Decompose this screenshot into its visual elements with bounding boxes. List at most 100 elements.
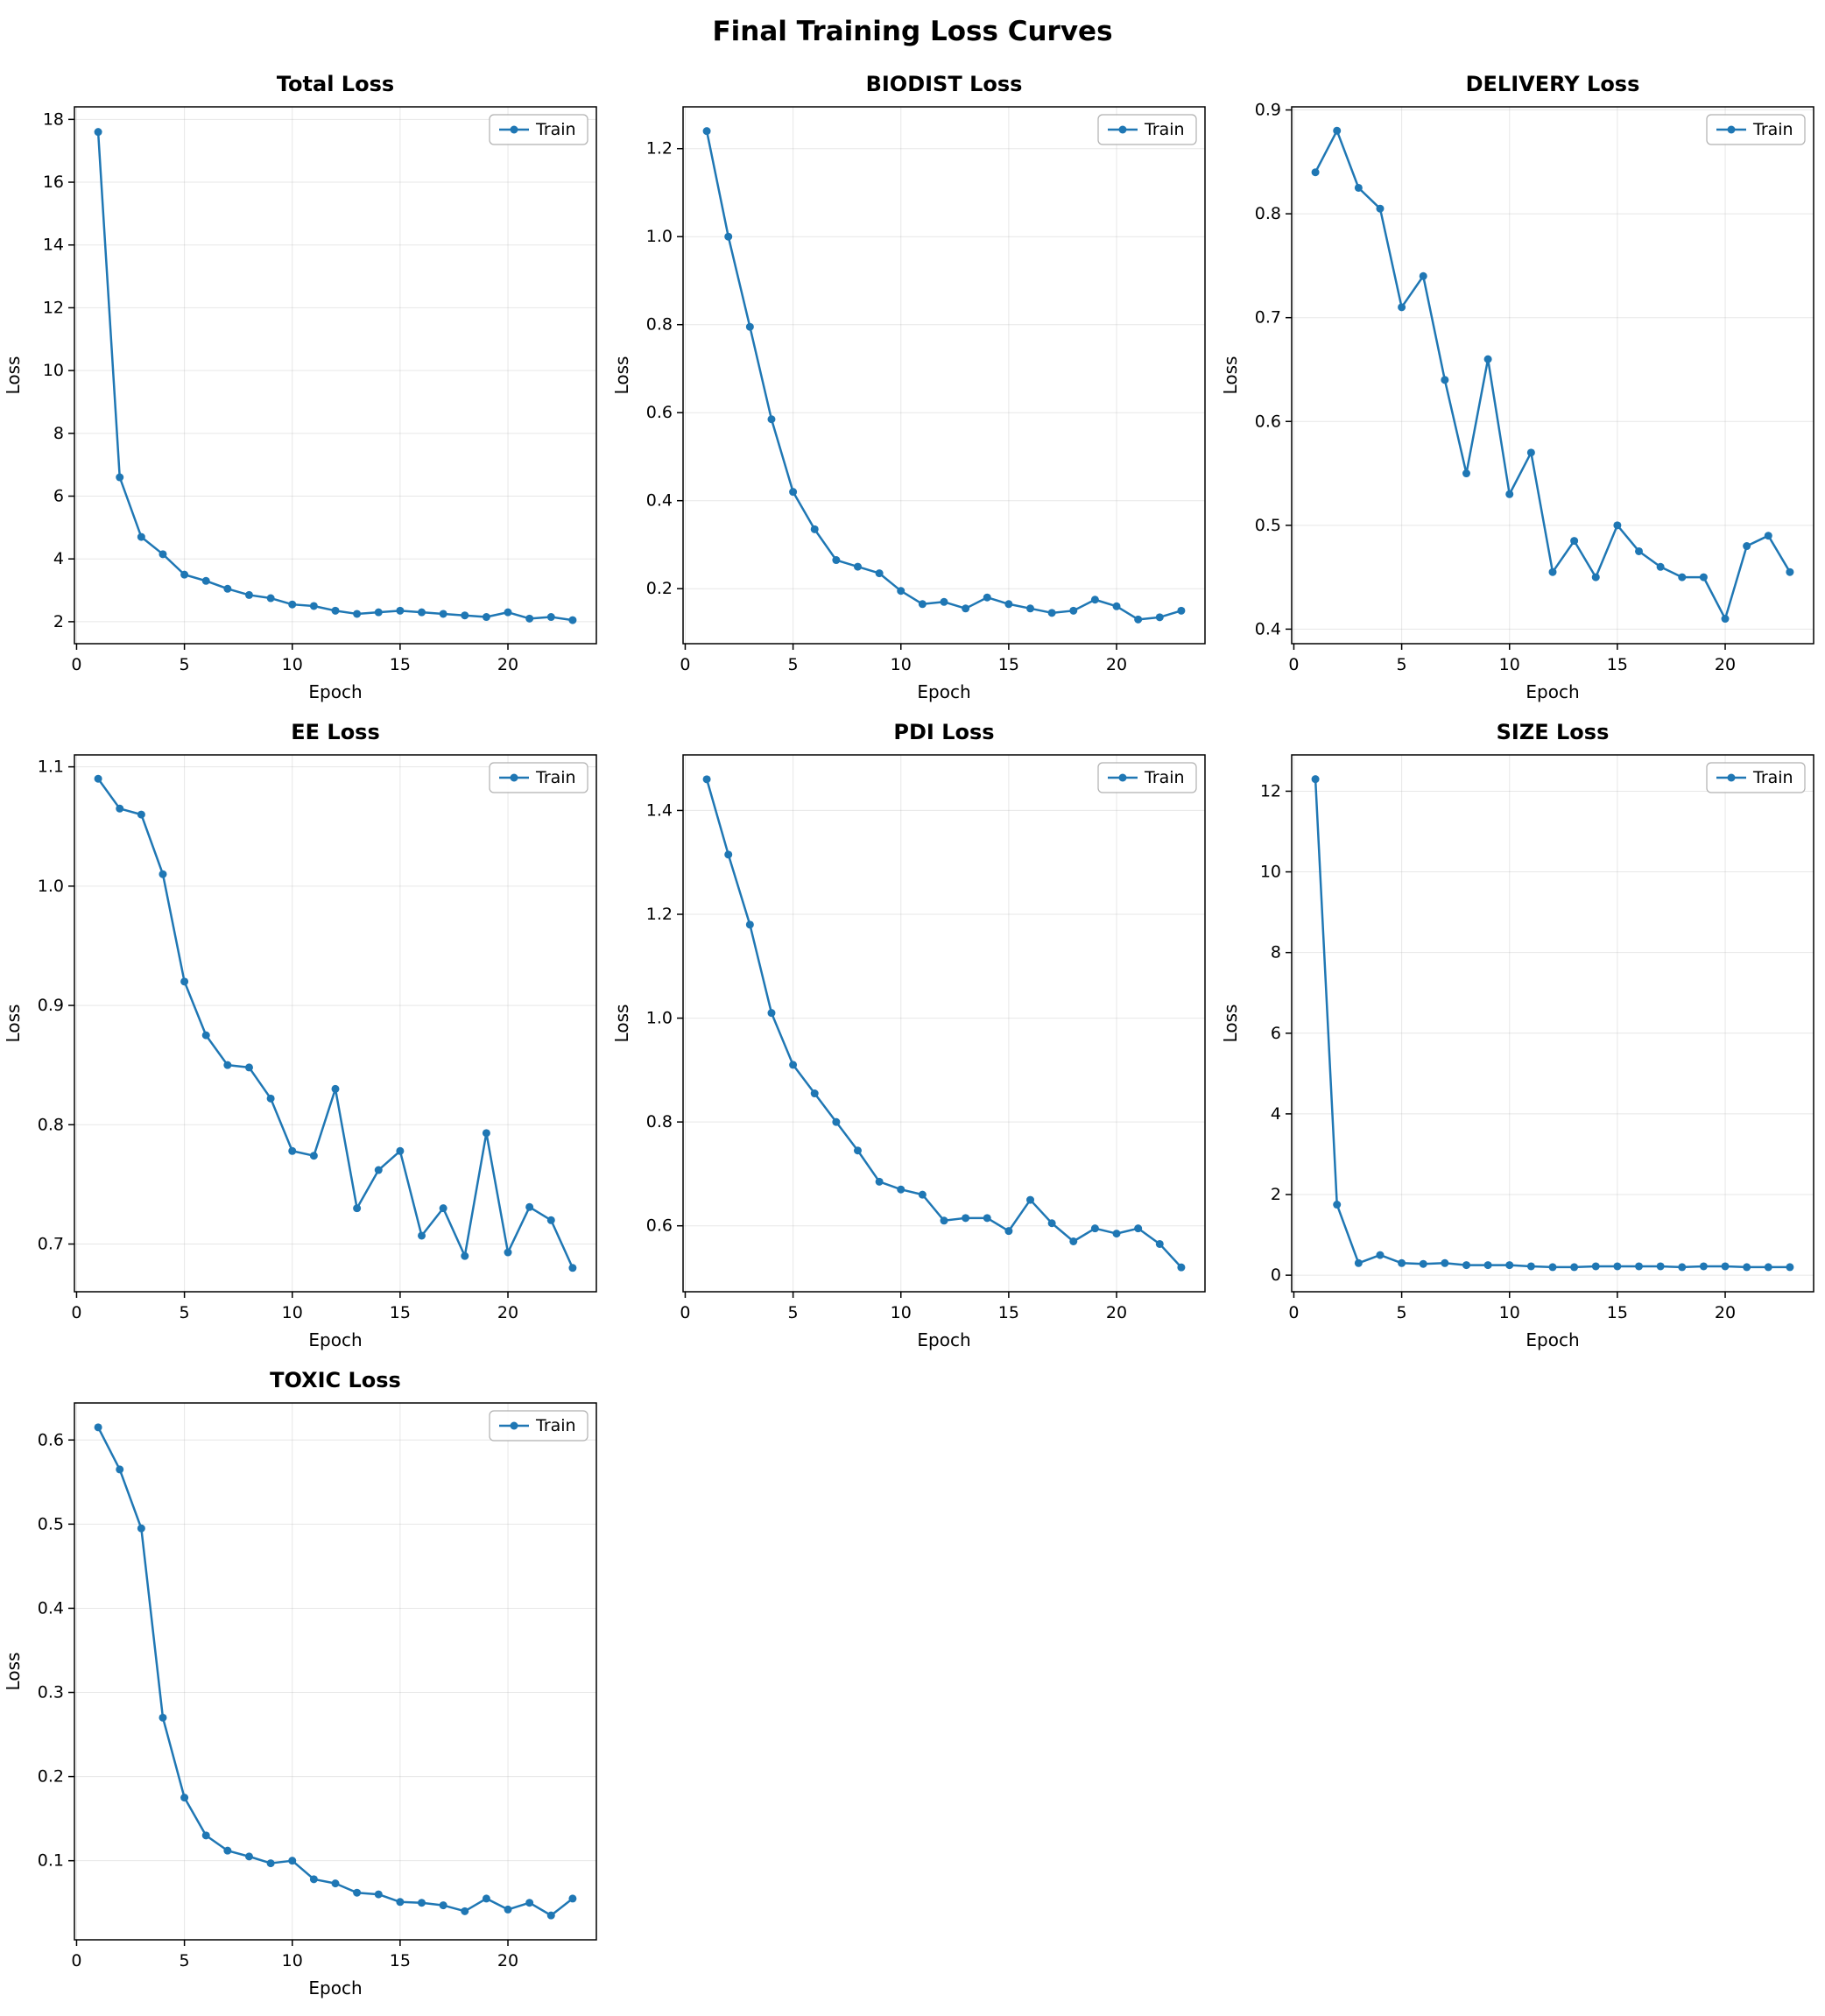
x-tick-label: 10 bbox=[281, 1303, 302, 1322]
data-point bbox=[1526, 448, 1534, 456]
legend: Train bbox=[1098, 115, 1196, 145]
data-point bbox=[482, 1894, 490, 1902]
y-tick-label: 0.5 bbox=[37, 1514, 63, 1533]
y-tick-label: 0.9 bbox=[1254, 101, 1280, 120]
data-point bbox=[180, 977, 188, 985]
data-point bbox=[897, 1186, 905, 1194]
data-point bbox=[568, 1894, 576, 1902]
data-point bbox=[396, 607, 404, 615]
data-point bbox=[1134, 1224, 1142, 1232]
y-axis-label: Loss bbox=[3, 1004, 24, 1043]
data-point bbox=[94, 128, 102, 136]
y-tick-label: 0.4 bbox=[645, 491, 672, 511]
data-point bbox=[418, 1899, 426, 1907]
y-tick-label: 0.6 bbox=[645, 403, 672, 422]
data-point bbox=[1678, 1263, 1686, 1271]
x-tick-label: 15 bbox=[389, 1303, 410, 1322]
y-tick-label: 4 bbox=[53, 549, 63, 568]
data-point bbox=[504, 609, 511, 617]
data-point bbox=[1026, 1196, 1034, 1204]
data-point bbox=[1112, 1230, 1120, 1237]
data-point bbox=[546, 1912, 554, 1920]
y-tick-label: 0.1 bbox=[37, 1851, 63, 1871]
legend-marker bbox=[510, 126, 518, 134]
data-point bbox=[1570, 537, 1578, 545]
data-point bbox=[1548, 568, 1556, 576]
x-axis-label: Epoch bbox=[308, 681, 362, 702]
legend: Train bbox=[1098, 763, 1196, 793]
y-tick-label: 1.1 bbox=[37, 758, 63, 777]
data-point bbox=[897, 587, 905, 595]
y-tick-label: 0.2 bbox=[645, 579, 672, 598]
x-axis-label: Epoch bbox=[1526, 1329, 1579, 1350]
data-point bbox=[1069, 607, 1077, 615]
y-axis-label: Loss bbox=[3, 356, 24, 395]
data-point bbox=[1570, 1263, 1578, 1271]
y-tick-label: 0.6 bbox=[37, 1430, 63, 1449]
data-point bbox=[266, 1859, 274, 1867]
data-point bbox=[201, 1032, 209, 1040]
data-point bbox=[1462, 1261, 1469, 1269]
data-point bbox=[1354, 184, 1362, 192]
x-tick-label: 0 bbox=[71, 655, 81, 674]
x-tick-label: 0 bbox=[1288, 1303, 1299, 1322]
data-point bbox=[1591, 1262, 1599, 1270]
data-point bbox=[1004, 1227, 1012, 1235]
x-tick-label: 15 bbox=[997, 1303, 1018, 1322]
data-point bbox=[810, 525, 818, 533]
data-point bbox=[288, 601, 296, 609]
legend: Train bbox=[1707, 763, 1805, 793]
data-point bbox=[918, 1191, 926, 1199]
y-tick-label: 2 bbox=[53, 612, 63, 631]
data-point bbox=[1177, 1264, 1185, 1272]
data-point bbox=[1483, 356, 1491, 363]
data-point bbox=[767, 1009, 775, 1017]
data-point bbox=[1721, 615, 1729, 623]
data-point bbox=[1155, 613, 1163, 621]
x-tick-label: 20 bbox=[497, 1951, 518, 1970]
data-point bbox=[1069, 1237, 1077, 1245]
data-point bbox=[853, 1146, 861, 1154]
x-tick-label: 20 bbox=[1105, 655, 1126, 674]
legend: Train bbox=[490, 1411, 588, 1441]
y-tick-label: 10 bbox=[1259, 863, 1280, 882]
data-point bbox=[1047, 1219, 1055, 1227]
y-tick-label: 12 bbox=[1259, 781, 1280, 800]
x-tick-label: 0 bbox=[71, 1951, 81, 1970]
legend: Train bbox=[490, 115, 588, 145]
x-tick-label: 5 bbox=[787, 1303, 798, 1322]
data-point bbox=[180, 1794, 188, 1801]
data-point bbox=[116, 805, 123, 813]
data-point bbox=[331, 1085, 339, 1093]
data-point bbox=[1635, 547, 1643, 555]
data-point bbox=[439, 610, 447, 617]
y-tick-label: 1.0 bbox=[645, 227, 672, 246]
data-point bbox=[288, 1147, 296, 1155]
data-point bbox=[1483, 1261, 1491, 1269]
data-point bbox=[201, 577, 209, 585]
data-point bbox=[1090, 1224, 1098, 1232]
y-tick-label: 6 bbox=[53, 487, 63, 506]
data-point bbox=[244, 1852, 252, 1860]
data-point bbox=[702, 127, 710, 135]
data-point bbox=[482, 1129, 490, 1137]
y-tick-label: 4 bbox=[1270, 1104, 1280, 1124]
data-point bbox=[94, 775, 102, 783]
legend-marker bbox=[1727, 774, 1735, 782]
y-tick-label: 1.4 bbox=[645, 800, 672, 820]
data-point bbox=[309, 1875, 317, 1883]
y-axis-label: Loss bbox=[611, 1004, 632, 1043]
data-point bbox=[1398, 1259, 1406, 1267]
data-point bbox=[875, 569, 883, 577]
x-tick-label: 10 bbox=[890, 655, 911, 674]
data-point bbox=[1419, 272, 1427, 280]
x-tick-label: 20 bbox=[1714, 1303, 1735, 1322]
data-point bbox=[1505, 490, 1513, 498]
data-point bbox=[223, 1847, 231, 1855]
y-tick-label: 18 bbox=[42, 109, 63, 129]
data-point bbox=[1177, 607, 1185, 615]
y-tick-label: 8 bbox=[1270, 943, 1280, 962]
